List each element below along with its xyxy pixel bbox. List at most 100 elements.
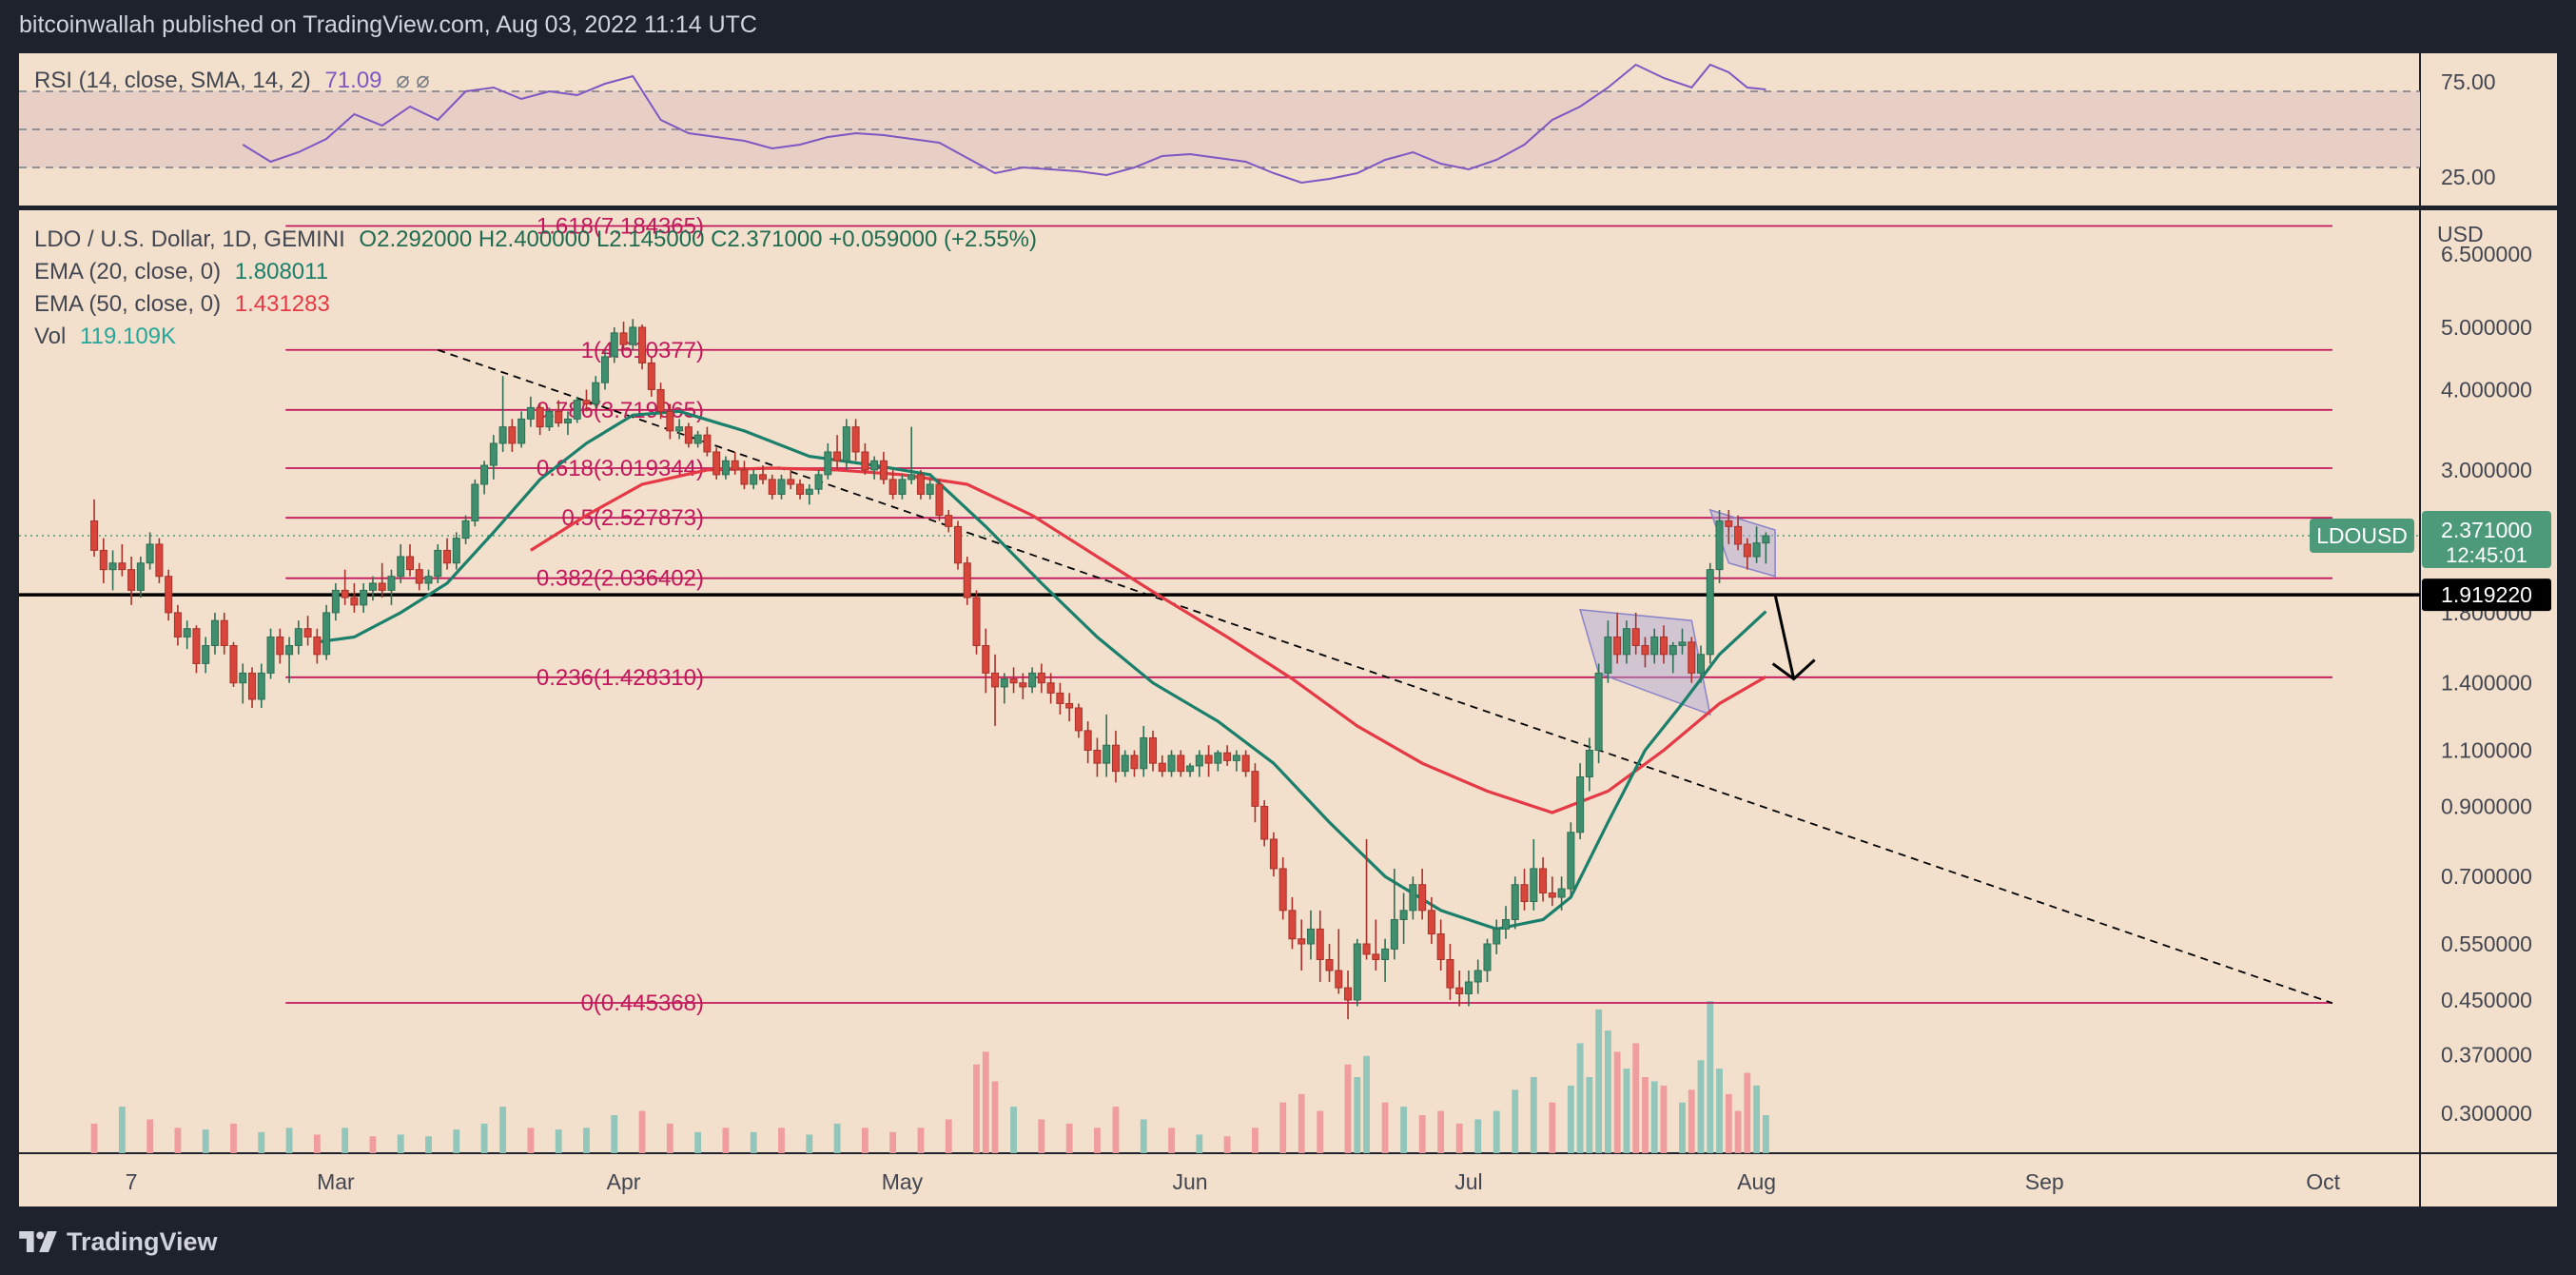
- rsi-visibility-icons[interactable]: ⌀ ⌀: [396, 68, 430, 93]
- time-axis-label: Sep: [2025, 1169, 2064, 1194]
- descending-trendline: [437, 348, 2333, 1005]
- volume-bar: [1549, 1102, 1556, 1153]
- rsi-line: [242, 63, 1766, 185]
- candle-body: [1065, 702, 1074, 709]
- volume-bar: [638, 1110, 646, 1153]
- candle-body: [350, 597, 359, 606]
- candle-body: [1372, 953, 1380, 960]
- candle-body: [1167, 755, 1176, 773]
- volume-bar: [1112, 1107, 1120, 1153]
- candle-body: [1557, 888, 1566, 898]
- symbol-legend[interactable]: LDO / U.S. Dollar, 1D, GEMINI O2.292000 …: [34, 226, 1037, 253]
- volume-bar: [778, 1128, 785, 1153]
- candle-body: [1436, 933, 1445, 960]
- candle-body: [1418, 884, 1427, 912]
- candle-body: [1344, 987, 1353, 1001]
- volume-bar: [1298, 1093, 1305, 1153]
- price-axis-label: 0.700000: [2441, 864, 2532, 889]
- fib-level-label: 1.618(7.184365): [537, 214, 704, 240]
- price-axis-bg: [2420, 210, 2557, 1153]
- candle-body: [202, 644, 210, 664]
- volume-bar: [945, 1119, 952, 1153]
- candle-body: [1734, 525, 1743, 545]
- candle-body: [1493, 928, 1501, 945]
- rsi-legend[interactable]: RSI (14, close, SMA, 14, 2) 71.09 ⌀ ⌀: [34, 67, 430, 94]
- candle-body: [1585, 750, 1593, 777]
- candle-body: [471, 483, 479, 521]
- candle-body: [647, 362, 655, 390]
- candle-body: [1241, 755, 1250, 773]
- volume-bar: [1418, 1115, 1426, 1153]
- rsi-legend-name: RSI (14, close, SMA, 14, 2): [34, 68, 311, 93]
- candle-body: [610, 332, 618, 358]
- projection-arrow-head: [1771, 658, 1816, 681]
- time-axis-label: May: [882, 1169, 924, 1194]
- ema50-legend[interactable]: EMA (50, close, 0) 1.431283: [34, 291, 330, 318]
- time-axis-bg: [19, 1153, 2557, 1206]
- candle-body: [1743, 543, 1751, 558]
- candle-body: [963, 562, 971, 598]
- volume-bar: [1697, 1060, 1705, 1153]
- candle-body: [489, 442, 498, 466]
- candle-body: [210, 619, 219, 646]
- volume-legend[interactable]: Vol 119.109K: [34, 324, 176, 350]
- fib-level-label: 0.236(1.428310): [537, 665, 704, 691]
- volume-bar: [1725, 1093, 1732, 1153]
- volume-bar: [342, 1128, 349, 1153]
- volume-bar: [1140, 1119, 1147, 1153]
- candle-body: [285, 644, 294, 656]
- candle-body: [1130, 755, 1139, 770]
- candle-body: [341, 589, 349, 598]
- candle-body: [313, 636, 322, 656]
- price-axis-currency: USD: [2437, 222, 2484, 246]
- volume-bar: [174, 1128, 182, 1153]
- candle-body: [787, 479, 795, 485]
- ema50-label: EMA (50, close, 0): [34, 291, 222, 317]
- volume-bar: [425, 1136, 432, 1153]
- candle-body: [879, 460, 888, 481]
- price-axis-label: 1.100000: [2441, 738, 2532, 763]
- candle-body: [768, 479, 776, 495]
- candle-body: [1594, 672, 1603, 752]
- candle-body: [1697, 654, 1706, 674]
- candle-body: [266, 636, 275, 674]
- volume-bar: [1632, 1043, 1640, 1153]
- candle-body: [443, 549, 452, 564]
- candle-body: [545, 410, 554, 428]
- rsi-legend-value: 71.09: [324, 68, 382, 93]
- candle-body: [824, 451, 832, 476]
- candle-body: [1223, 752, 1232, 761]
- price-axis-label: 0.370000: [2441, 1042, 2532, 1067]
- candle-body: [1232, 755, 1240, 761]
- volume-bar: [1251, 1128, 1259, 1153]
- candle-body: [1706, 569, 1714, 656]
- volume-bar: [1381, 1102, 1389, 1153]
- candle-body: [1762, 535, 1770, 544]
- candle-body: [1335, 970, 1343, 989]
- candle-body: [1455, 987, 1464, 994]
- candle-body: [991, 672, 1000, 688]
- candle-body: [1083, 730, 1092, 752]
- volume-bar: [313, 1134, 321, 1153]
- candle-body: [555, 410, 563, 423]
- candle-body: [452, 538, 460, 564]
- candle-body: [721, 460, 730, 476]
- time-axis-label: Aug: [1737, 1169, 1776, 1194]
- price-axis-label: 6.500000: [2441, 242, 2532, 266]
- price-axis-label: 0.900000: [2441, 794, 2532, 818]
- price-axis-label: 4.000000: [2441, 377, 2532, 402]
- tradingview-logo[interactable]: TradingView: [19, 1224, 218, 1260]
- volume-bar: [1363, 1055, 1370, 1153]
- candle-body: [1659, 636, 1668, 656]
- candle-body: [424, 576, 433, 584]
- candle-body: [758, 474, 767, 481]
- ema20-value: 1.808011: [234, 259, 329, 284]
- volume-bar: [833, 1123, 841, 1153]
- candle-body: [712, 451, 721, 476]
- time-axis-label: Jul: [1454, 1169, 1482, 1194]
- volume-bar: [982, 1051, 989, 1153]
- ema20-legend[interactable]: EMA (20, close, 0) 1.808011: [34, 259, 328, 285]
- fib-level-label: 0(0.445368): [581, 991, 704, 1016]
- volume-bar: [146, 1119, 154, 1153]
